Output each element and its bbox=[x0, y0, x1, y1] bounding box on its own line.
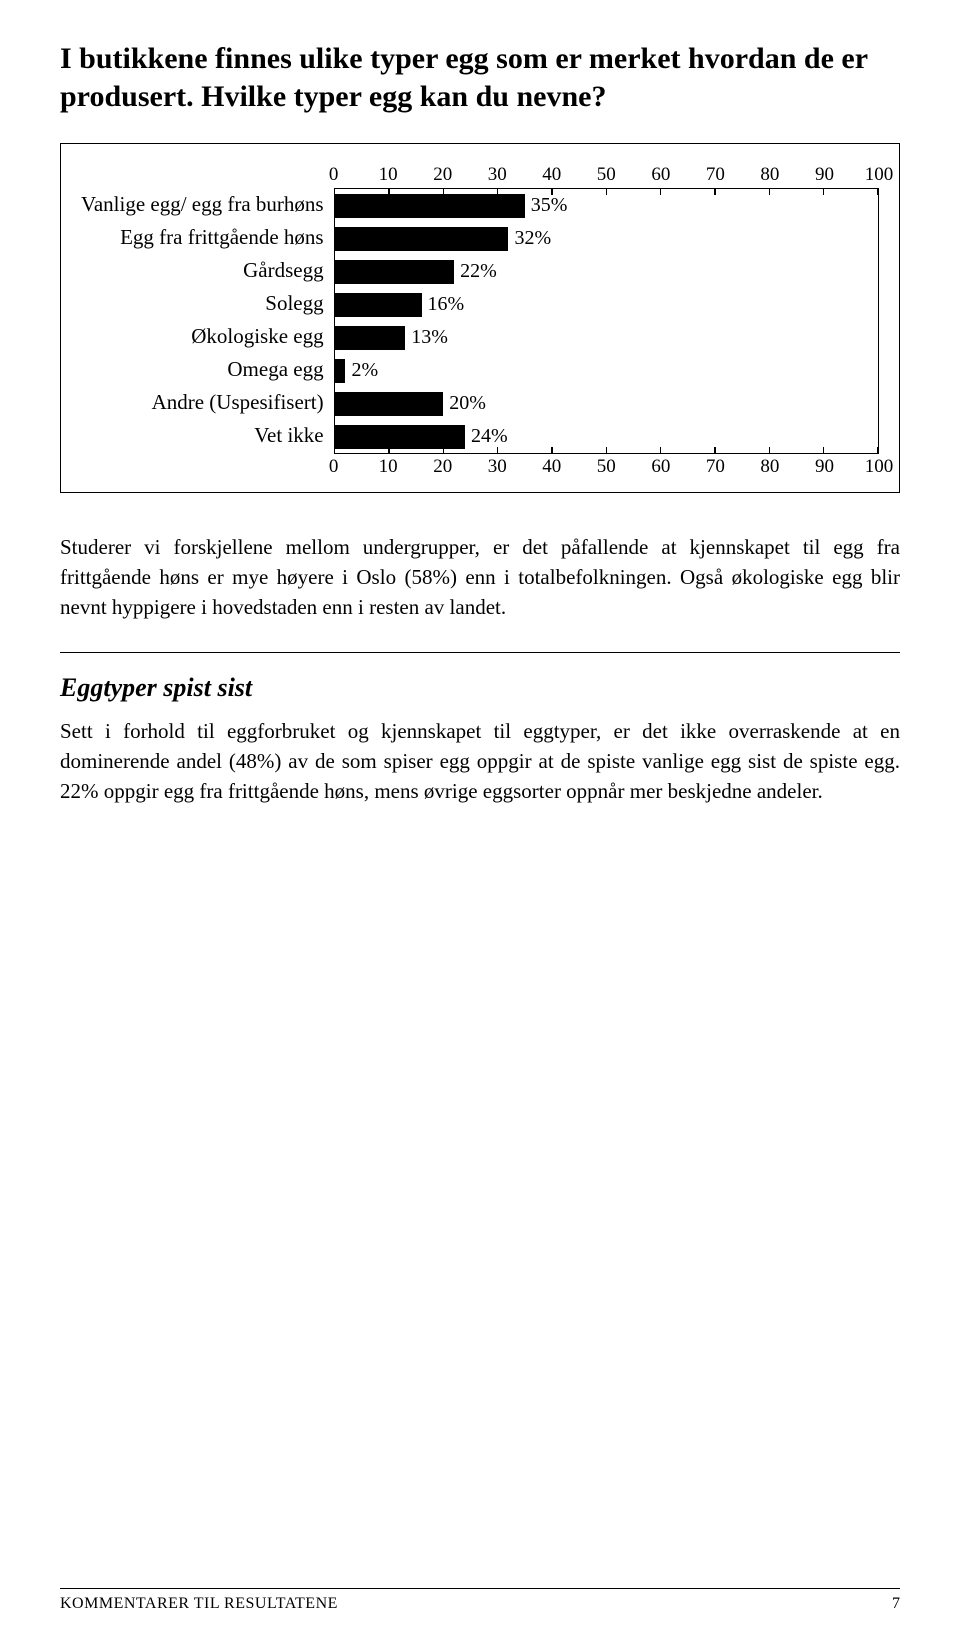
chart-axis-tick-label: 80 bbox=[760, 164, 779, 186]
chart-bars: 35% 32% 22% 16% 13% 2% 20% 24% bbox=[335, 189, 878, 453]
chart-tick-mark bbox=[660, 447, 662, 453]
paragraph-2: Sett i forhold til eggforbruket og kjenn… bbox=[60, 717, 900, 806]
footer-rule bbox=[60, 1588, 900, 1589]
chart-axis-tick-label: 10 bbox=[379, 456, 398, 478]
chart-bar-value: 13% bbox=[411, 326, 448, 349]
chart-category-label: Gårdsegg bbox=[243, 254, 323, 287]
chart-axis-bottom: 0102030405060708090100 bbox=[334, 454, 879, 478]
chart-tick-mark bbox=[714, 447, 716, 453]
chart-bar bbox=[335, 227, 509, 251]
chart-axis-tick-label: 70 bbox=[706, 456, 725, 478]
chart-axis-tick-label: 0 bbox=[329, 456, 339, 478]
chart-axis-tick-label: 30 bbox=[488, 164, 507, 186]
chart-bar-row: 2% bbox=[335, 354, 878, 387]
chart-bar-row: 35% bbox=[335, 189, 878, 222]
chart-container: Vanlige egg/ egg fra burhønsEgg fra frit… bbox=[60, 143, 900, 493]
chart-tick-mark bbox=[551, 447, 553, 453]
chart-axis-tick-label: 80 bbox=[760, 456, 779, 478]
chart-bar bbox=[335, 425, 465, 449]
chart-tick-mark bbox=[823, 447, 825, 453]
page-footer: KOMMENTARER TIL RESULTATENE 7 bbox=[60, 1588, 900, 1613]
chart-category-label: Omega egg bbox=[227, 353, 323, 386]
chart-axis-top: 0102030405060708090100 bbox=[334, 164, 879, 188]
chart-axis-tick-label: 40 bbox=[542, 456, 561, 478]
chart-category-labels: Vanlige egg/ egg fra burhønsEgg fra frit… bbox=[81, 164, 334, 478]
chart-tick-mark bbox=[388, 447, 390, 453]
chart-bar bbox=[335, 392, 444, 416]
footer-page-number: 7 bbox=[892, 1595, 900, 1613]
chart-axis-tick-label: 50 bbox=[597, 164, 616, 186]
chart-axis-tick-label: 10 bbox=[379, 164, 398, 186]
chart-bar-row: 22% bbox=[335, 255, 878, 288]
chart-plot: 0102030405060708090100 35%32%22%16%13%2%… bbox=[334, 164, 879, 478]
chart-bar-value: 35% bbox=[531, 194, 568, 217]
divider-top bbox=[60, 652, 900, 653]
section-heading: Eggtyper spist sist bbox=[60, 673, 900, 703]
chart-bar bbox=[335, 194, 525, 218]
chart-bar-value: 20% bbox=[449, 392, 486, 415]
chart-axis-tick-label: 20 bbox=[433, 164, 452, 186]
chart-axis-tick-label: 90 bbox=[815, 164, 834, 186]
chart-tick-mark bbox=[443, 447, 445, 453]
chart-bar-value: 32% bbox=[514, 227, 551, 250]
paragraph-1: Studerer vi forskjellene mellom undergru… bbox=[60, 533, 900, 622]
chart-bar-value: 24% bbox=[471, 425, 508, 448]
chart-tick-mark bbox=[769, 447, 771, 453]
chart-category-label: Egg fra frittgående høns bbox=[120, 221, 324, 254]
chart-axis-tick-label: 100 bbox=[865, 456, 894, 478]
chart-category-label: Andre (Uspesifisert) bbox=[152, 386, 324, 419]
chart-tick-mark bbox=[877, 447, 879, 453]
chart-tick-mark bbox=[606, 447, 608, 453]
chart-bar bbox=[335, 326, 406, 350]
chart-bar-value: 16% bbox=[428, 293, 465, 316]
chart-bar-row: 16% bbox=[335, 288, 878, 321]
footer-section-title: KOMMENTARER TIL RESULTATENE bbox=[60, 1595, 338, 1613]
chart-bar-row: 32% bbox=[335, 222, 878, 255]
chart-category-label: Solegg bbox=[265, 287, 323, 320]
chart-category-label: Økologiske egg bbox=[191, 320, 323, 353]
chart-axis-tick-label: 50 bbox=[597, 456, 616, 478]
chart-axis-tick-label: 0 bbox=[329, 164, 339, 186]
chart-category-label: Vet ikke bbox=[254, 419, 323, 452]
chart-axis-tick-label: 20 bbox=[433, 456, 452, 478]
chart-bar-row: 13% bbox=[335, 321, 878, 354]
chart-axis-tick-label: 30 bbox=[488, 456, 507, 478]
chart-plot-area: 35% 32% 22% 16% 13% 2% 20% 24% bbox=[334, 188, 879, 454]
chart-bar-row: 20% bbox=[335, 387, 878, 420]
chart-axis-tick-label: 90 bbox=[815, 456, 834, 478]
chart-bar bbox=[335, 359, 346, 383]
chart-axis-tick-label: 40 bbox=[542, 164, 561, 186]
chart-bar-value: 2% bbox=[351, 359, 378, 382]
chart-bar-value: 22% bbox=[460, 260, 497, 283]
chart-title: I butikkene finnes ulike typer egg som e… bbox=[60, 40, 900, 115]
chart-axis-tick-label: 60 bbox=[651, 164, 670, 186]
chart-axis-tick-label: 100 bbox=[865, 164, 894, 186]
chart-axis-tick-label: 60 bbox=[651, 456, 670, 478]
chart-tick-mark bbox=[497, 447, 499, 453]
chart-category-label: Vanlige egg/ egg fra burhøns bbox=[81, 188, 324, 221]
chart-tick-mark bbox=[334, 447, 336, 453]
chart-axis-tick-label: 70 bbox=[706, 164, 725, 186]
chart-bar bbox=[335, 293, 422, 317]
chart-bar bbox=[335, 260, 455, 284]
